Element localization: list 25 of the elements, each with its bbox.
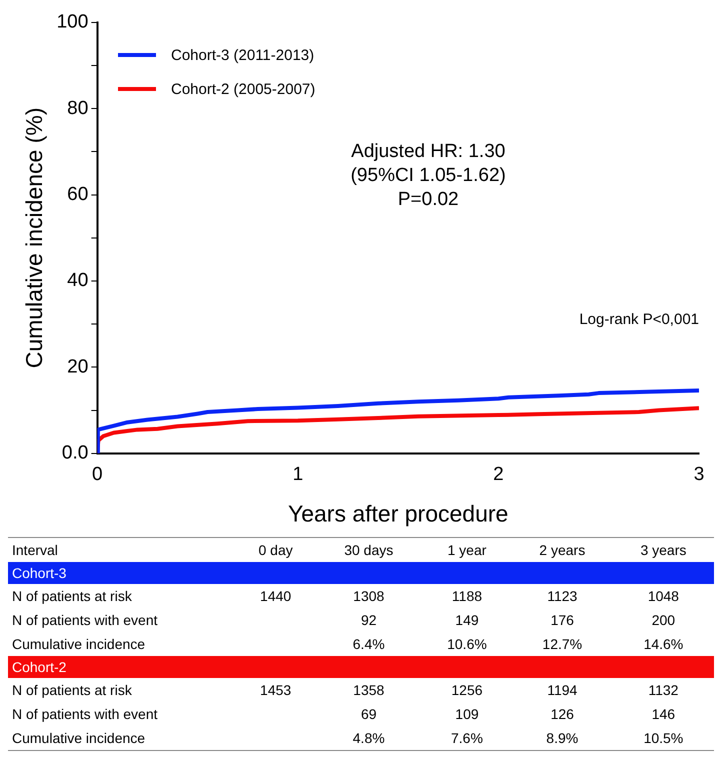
legend-label: Cohort-2 (2005-2007) [171, 80, 316, 98]
text: N of patients at risk 1453 1358 1256 1194 1132 [12, 682, 678, 698]
text: N of patients at risk 1440 1308 1188 1123 1048 [12, 588, 679, 604]
y-axis-title: Cumulative incidence (%) [21, 108, 48, 368]
y-tick-label: 20 [67, 356, 88, 378]
text: Cumulative incidence 6.4% 10.6% 12.7% 14.6% [12, 636, 684, 652]
annotation: Adjusted HR: 1.30 (95%CI 1.05-1.62) P=0.02 [350, 140, 506, 210]
annotation: Log-rank P<0,001 [579, 310, 699, 328]
x-tick-label: 1 [292, 464, 304, 486]
text: Cumulative incidence 4.8% 7.6% 8.9% 10.5% [12, 730, 684, 746]
section-header: Cohort-3 [8, 562, 714, 584]
y-tick-label: 60 [67, 184, 88, 206]
y-tick-label: 0.0 [62, 442, 88, 464]
x-tick-label: 3 [694, 464, 704, 486]
x-axis-title: Years after procedure [288, 500, 508, 527]
section-header: Cohort-2 [8, 656, 714, 678]
y-tick-label: 80 [67, 98, 88, 119]
text: N of patients with event 69 109 126 146 [12, 706, 676, 722]
y-tick-label: 40 [67, 270, 88, 292]
y-tick-label: 100 [56, 12, 88, 33]
text: N of patients with event 92 149 176 200 [12, 612, 676, 628]
text: Interval 0 day 30 days 1 year 2 years 3 years [12, 542, 686, 558]
x-tick-label: 2 [493, 464, 504, 486]
x-tick-label: 0 [92, 464, 103, 486]
legend-label: Cohort-3 (2011-2013) [171, 46, 314, 64]
